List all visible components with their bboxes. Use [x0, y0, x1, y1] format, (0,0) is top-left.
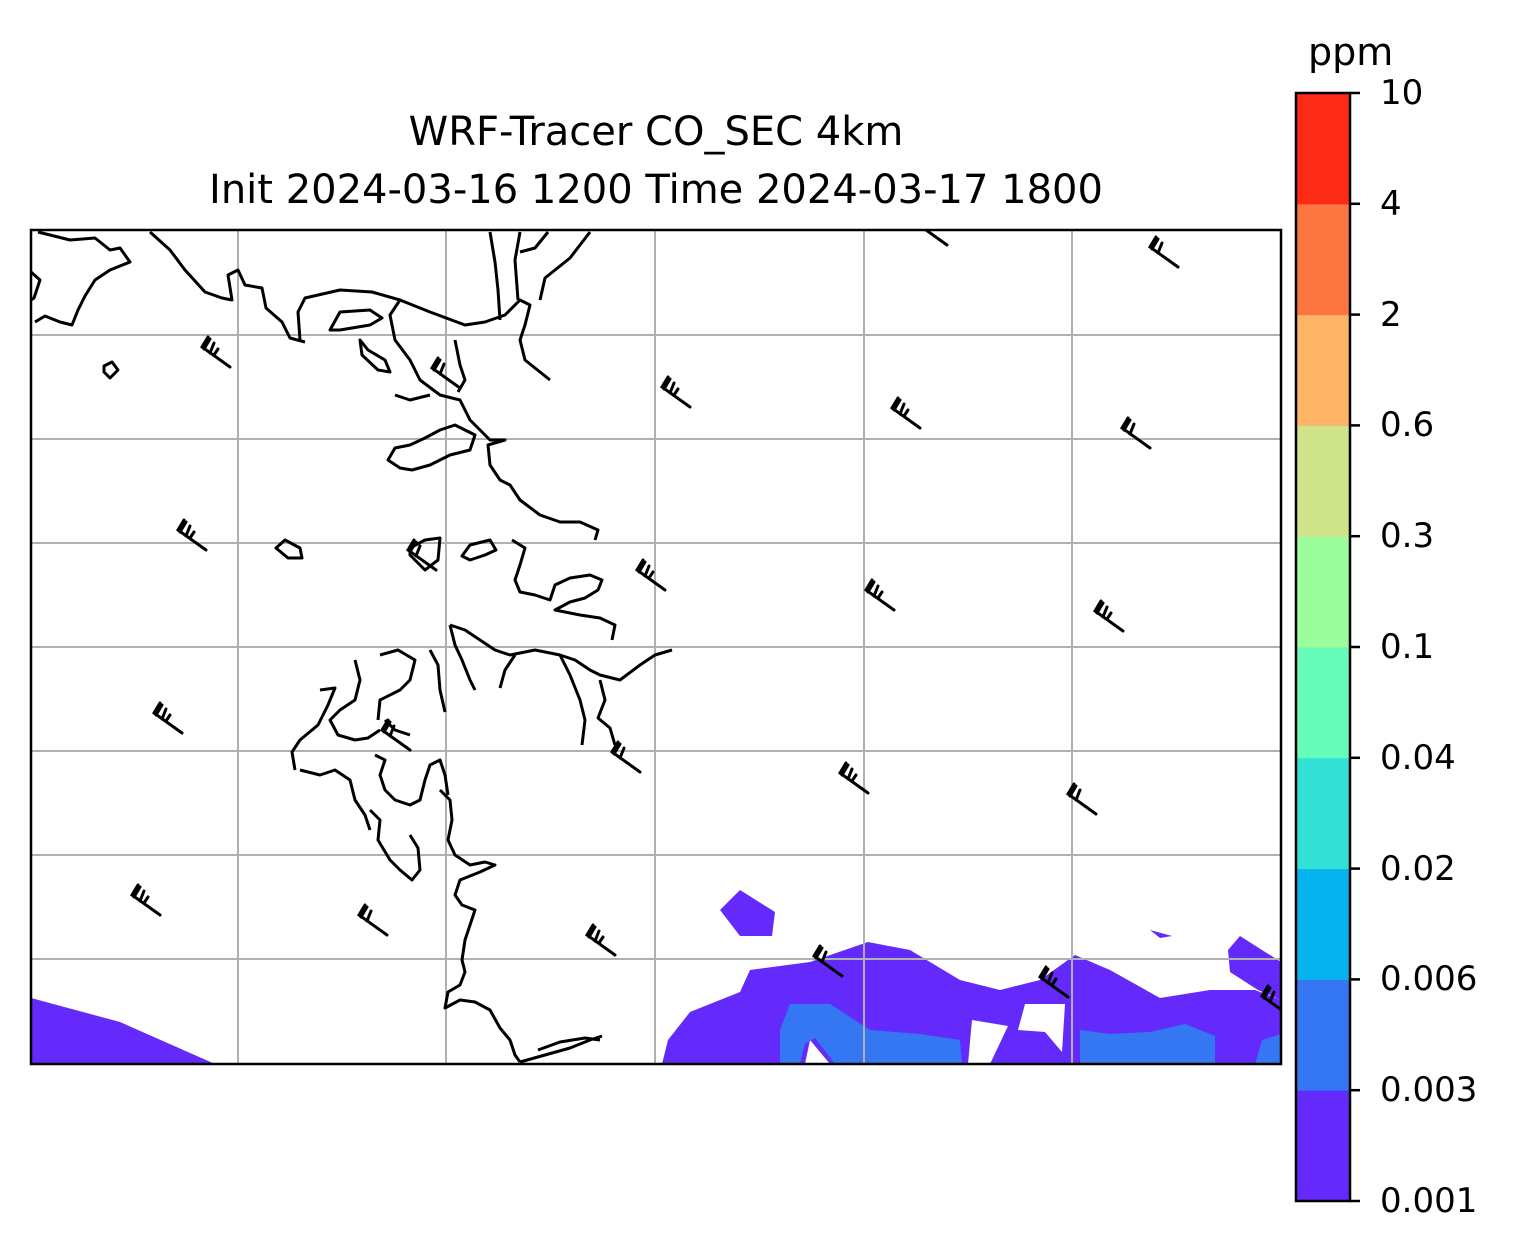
wind-barb — [635, 558, 667, 592]
colorbar-tick-label: 10 — [1380, 73, 1424, 113]
colorbar-segment — [1296, 93, 1350, 205]
coastline — [31, 230, 673, 1064]
colorbar-segment — [1296, 647, 1350, 759]
wind-barb — [890, 396, 922, 430]
colorbar-segment — [1296, 536, 1350, 648]
colorbar-segment — [1296, 868, 1350, 980]
wind-barb — [200, 335, 232, 369]
wind-barb — [585, 923, 617, 957]
wind-barb — [1120, 416, 1152, 450]
colorbar-tick-label: 2 — [1380, 294, 1402, 335]
wind-barb — [152, 701, 184, 735]
wind-barb — [380, 718, 412, 752]
wind-barb — [923, 230, 949, 247]
colorbar-tick-label: 0.003 — [1380, 1070, 1478, 1111]
colorbar-segment — [1296, 314, 1350, 426]
colorbar — [1294, 91, 1360, 1203]
wind-barbs — [130, 230, 1281, 1012]
wind-barb — [406, 538, 438, 572]
colorbar-segment — [1296, 757, 1350, 870]
wind-barb — [430, 356, 462, 390]
colorbar-segment — [1296, 979, 1350, 1091]
wind-barb — [812, 944, 844, 978]
colorbar-tick-label: 0.006 — [1380, 959, 1478, 1000]
wind-barb — [1066, 782, 1098, 816]
map-frame — [29, 228, 1283, 1066]
colorbar-tick-label: 0.1 — [1380, 627, 1435, 667]
colorbar-segment — [1296, 203, 1350, 316]
wind-barb — [1038, 965, 1070, 999]
map-title-line2: Init 2024-03-16 1200 Time 2024-03-17 180… — [209, 167, 1103, 213]
wind-barb — [660, 375, 692, 409]
colorbar-tick-label: 0.04 — [1380, 737, 1456, 778]
wind-barb — [357, 903, 389, 937]
map-gridlines — [31, 230, 1281, 1064]
colorbar-tick-label: 4 — [1380, 183, 1402, 224]
wind-barb — [864, 578, 896, 612]
map-plot-area — [31, 230, 1281, 1064]
wind-barb — [1148, 235, 1180, 269]
wind-barb — [1093, 599, 1125, 633]
colorbar-tick-label: 0.6 — [1380, 405, 1435, 446]
wind-barb — [130, 883, 162, 917]
colorbar-tick-label: 0.3 — [1380, 516, 1435, 557]
wind-barb — [610, 740, 642, 774]
colorbar-tick-label: 0.02 — [1380, 848, 1456, 889]
colorbar-segment — [1296, 1090, 1350, 1202]
colorbar-segment — [1296, 425, 1350, 537]
wind-barb — [838, 761, 870, 795]
wind-barb — [176, 518, 208, 552]
concentration-fill-mid — [780, 1004, 1281, 1064]
colorbar-tick-label: 0.001 — [1380, 1181, 1478, 1221]
concentration-gap — [805, 1004, 1065, 1064]
colorbar-unit-label: ppm — [1308, 30, 1394, 74]
map-title-line1: WRF-Tracer CO_SEC 4km — [408, 109, 904, 155]
